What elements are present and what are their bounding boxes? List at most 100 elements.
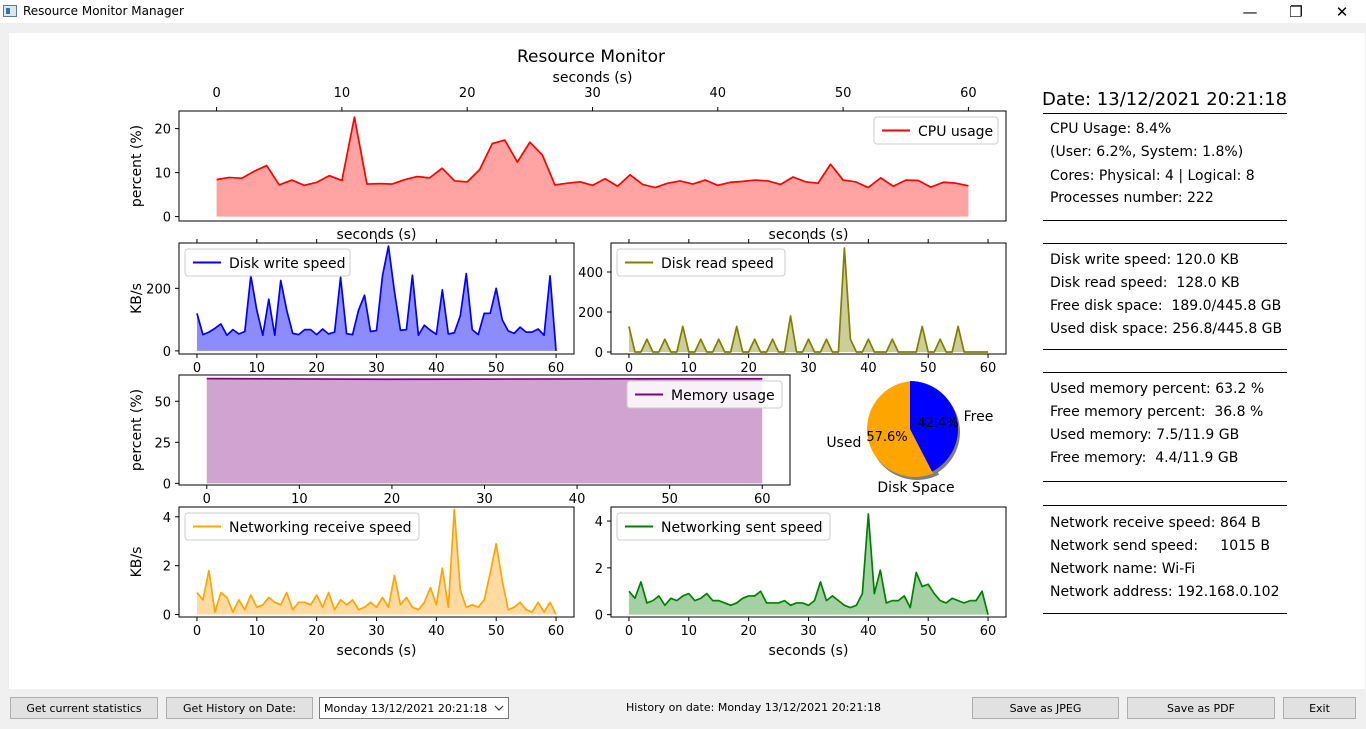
info-net-addr: Network address: 192.168.0.102 — [1050, 584, 1280, 600]
net_recv-ylabel: KB/s — [129, 547, 145, 578]
divider — [1043, 220, 1287, 221]
net_sent-ytick-label: 4 — [595, 515, 603, 530]
cpu-xtick-label: 60 — [960, 86, 977, 101]
disk_write-xtick-label: 60 — [548, 361, 565, 376]
memory-fill — [206, 378, 763, 484]
cpu-xtick-label: 10 — [334, 86, 351, 101]
save-pdf-button[interactable]: Save as PDF — [1127, 697, 1275, 719]
disk_read-xtick-label: 20 — [740, 361, 757, 376]
memory-xtick-label: 60 — [754, 492, 771, 507]
net_sent-legend-label: Networking sent speed — [661, 520, 823, 536]
net_recv-xtick-label: 50 — [488, 624, 505, 639]
net_recv-ytick-label: 4 — [163, 511, 171, 526]
pie-category-label: Used — [826, 435, 861, 451]
cpu-legend: CPU usage — [873, 116, 999, 145]
net_recv-xlabel: seconds (s) — [337, 643, 417, 659]
close-icon: ✕ — [1335, 2, 1349, 21]
info-cores: Cores: Physical: 4 | Logical: 8 — [1050, 168, 1255, 184]
disk-space-pie: 57.6% Used 42.4% Free Disk Space — [826, 381, 993, 496]
pie-pct-label: 42.4% — [917, 416, 958, 431]
disk_read-fill — [628, 248, 989, 352]
restore-button[interactable]: ❐ — [1273, 0, 1319, 23]
disk_read-line — [628, 247, 989, 353]
info-disk-read: Disk read speed: 128.0 KB — [1050, 275, 1240, 291]
disk_write-xtick-label: 20 — [308, 361, 325, 376]
memory-legend-label: Memory usage — [671, 388, 775, 404]
net_sent-legend-box — [616, 512, 831, 541]
pie-title: Disk Space — [877, 480, 954, 496]
info-net-name: Network name: Wi-Fi — [1050, 561, 1196, 577]
minimize-icon: — — [1242, 2, 1258, 21]
net_sent-fill — [628, 514, 989, 615]
disk_read-xtick-label: 50 — [920, 361, 937, 376]
figure-title: Resource Monitor — [517, 47, 665, 67]
memory-ylabel: percent (%) — [129, 389, 145, 471]
disk_write-xlabel: seconds (s) — [337, 227, 417, 243]
history-date-label: History on date: Monday 13/12/2021 20:21… — [626, 701, 882, 714]
info-cpu-split: (User: 6.2%, System: 1.8%) — [1050, 144, 1244, 160]
save-jpeg-button[interactable]: Save as JPEG — [972, 697, 1119, 719]
memory-xtick-label: 10 — [291, 492, 308, 507]
cpu-ytick-label: 20 — [154, 123, 171, 138]
net_sent-chart: 0 10 20 30 40 50 60 0 2 4 seconds (s) Networking se… — [595, 506, 1007, 659]
history-date-value: Monday 13/12/2021 20:21:18 — [324, 702, 488, 715]
net_recv-fill — [196, 509, 557, 615]
cpu-ytick-label: 10 — [154, 167, 171, 182]
disk_write-fill — [196, 246, 557, 351]
minimize-button[interactable]: — — [1227, 0, 1273, 23]
title-bar: Resource Monitor Manager — ❐ ✕ — [0, 0, 1366, 23]
memory-ytick-label: 50 — [154, 395, 171, 410]
info-net-recv: Network receive speed: 864 B — [1050, 515, 1261, 531]
cpu-xtick-label: 30 — [584, 86, 601, 101]
disk_read-ytick-label: 200 — [578, 306, 603, 321]
disk_write-chart: 0 10 20 30 40 50 60 0 200 seconds (s) KB/s Disk wri… — [129, 227, 575, 376]
info-free-mem-pct: Free memory percent: 36.8 % — [1050, 404, 1264, 420]
net_recv-xtick-label: 10 — [249, 624, 266, 639]
memory-xtick-label: 30 — [476, 492, 493, 507]
memory-legend-box — [626, 380, 783, 409]
history-date-select[interactable]: Monday 13/12/2021 20:21:18 — [319, 697, 509, 719]
net_sent-ytick-label: 2 — [595, 562, 603, 577]
cpu-legend-label: CPU usage — [918, 124, 993, 140]
net_recv-xtick-label: 0 — [193, 624, 201, 639]
net_sent-xtick-label: 40 — [860, 624, 877, 639]
disk_write-xtick-label: 30 — [368, 361, 385, 376]
net_recv-xtick-label: 20 — [308, 624, 325, 639]
net_recv-xtick-label: 60 — [548, 624, 565, 639]
net_sent-ytick-label: 0 — [595, 609, 603, 624]
disk_write-ytick-label: 200 — [146, 282, 171, 297]
memory-xtick-label: 50 — [661, 492, 678, 507]
divider — [1043, 372, 1287, 373]
disk_write-legend-label: Disk write speed — [229, 256, 345, 272]
disk_read-legend: Disk read speed — [616, 248, 786, 277]
pie-pct-label: 57.6% — [866, 430, 907, 445]
exit-button[interactable]: Exit — [1283, 697, 1356, 719]
disk_write-ytick-label: 0 — [163, 345, 171, 360]
info-used-disk: Used disk space: 256.8/445.8 GB — [1050, 321, 1283, 337]
disk_read-chart: 0 10 20 30 40 50 60 0 200 400 seconds (s) Disk read… — [578, 227, 1007, 376]
info-used-mem: Used memory: 7.5/11.9 GB — [1050, 427, 1240, 443]
net_recv-ytick-label: 2 — [163, 560, 171, 575]
divider — [1043, 349, 1287, 350]
get-current-statistics-button[interactable]: Get current statistics — [10, 697, 158, 719]
net_recv-legend-label: Networking receive speed — [229, 520, 411, 536]
pie-category-label: Free — [964, 409, 994, 425]
disk_read-xtick-label: 0 — [625, 361, 633, 376]
net_recv-line — [196, 508, 557, 615]
cpu-xtick-label: 50 — [835, 86, 852, 101]
memory-line — [206, 377, 763, 381]
get-history-button[interactable]: Get History on Date: — [166, 697, 313, 719]
close-button[interactable]: ✕ — [1319, 0, 1365, 23]
cpu-xtick-label: 40 — [710, 86, 727, 101]
net_sent-line — [628, 513, 989, 615]
divider — [1043, 613, 1287, 614]
net_sent-legend: Networking sent speed — [616, 512, 831, 541]
cpu-xtick-label: 20 — [459, 86, 476, 101]
disk_read-ytick-label: 400 — [578, 266, 603, 281]
info-free-disk: Free disk space: 189.0/445.8 GB — [1050, 298, 1282, 314]
divider — [1043, 113, 1287, 114]
disk_write-legend: Disk write speed — [184, 248, 351, 277]
memory-legend: Memory usage — [626, 380, 783, 409]
disk_read-xtick-label: 10 — [681, 361, 698, 376]
disk_write-xtick-label: 0 — [193, 361, 201, 376]
